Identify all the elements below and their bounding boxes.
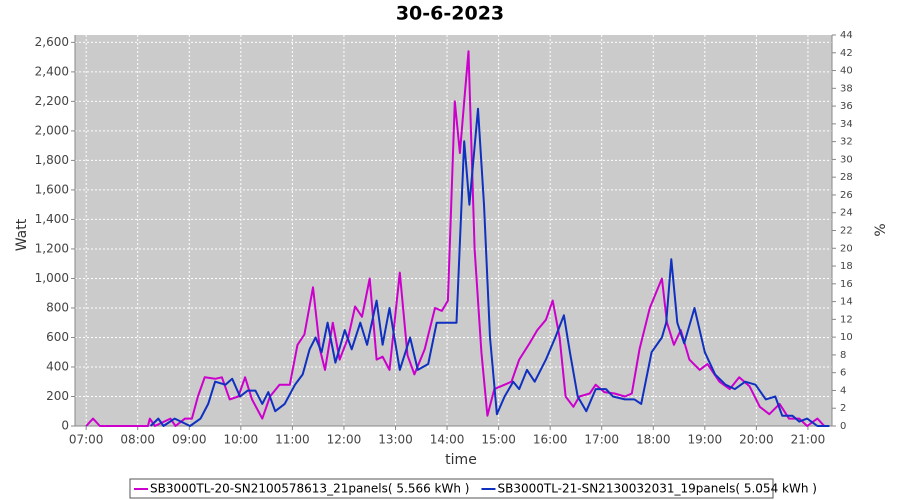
y2-tick-label: 40 <box>840 66 853 77</box>
y-tick-label: 2,000 <box>35 123 69 137</box>
y-tick-label: 400 <box>46 359 69 373</box>
x-tick-label: 17:00 <box>584 433 619 447</box>
x-tick-label: 21:00 <box>791 433 826 447</box>
y2-tick-label: 8 <box>840 350 846 361</box>
x-tick-label: 18:00 <box>636 433 671 447</box>
y2-tick-label: 36 <box>840 101 853 112</box>
plot-area <box>75 35 832 426</box>
y-tick-label: 200 <box>46 389 69 403</box>
x-tick-label: 13:00 <box>378 433 413 447</box>
y-tick-label: 2,400 <box>35 64 69 78</box>
y-tick-label: 800 <box>46 300 69 314</box>
y2-tick-label: 10 <box>840 332 853 343</box>
x-tick-label: 16:00 <box>533 433 568 447</box>
y2-tick-label: 30 <box>840 154 853 165</box>
y2-tick-label: 18 <box>840 261 853 272</box>
y2-tick-label: 4 <box>840 385 846 396</box>
y2-tick-label: 22 <box>840 226 853 237</box>
y2-tick-label: 12 <box>840 314 853 325</box>
y2-tick-label: 34 <box>840 119 853 130</box>
y-tick-label: 0 <box>61 419 69 433</box>
legend-label: SB3000TL-20-SN2100578613_21panels( 5.566… <box>150 482 469 496</box>
y-tick-label: 1,200 <box>35 241 69 255</box>
y2-tick-label: 14 <box>840 297 853 308</box>
x-tick-label: 11:00 <box>275 433 310 447</box>
y2-tick-label: 44 <box>840 30 853 41</box>
y-tick-label: 1,400 <box>35 212 69 226</box>
x-axis-title: time <box>445 452 477 468</box>
x-tick-label: 15:00 <box>481 433 516 447</box>
legend-label: SB3000TL-21-SN2130032031_19panels( 5.054… <box>497 482 816 496</box>
y-tick-label: 2,600 <box>35 35 69 49</box>
x-tick-label: 19:00 <box>688 433 723 447</box>
y2-tick-label: 2 <box>840 403 846 414</box>
x-tick-label: 14:00 <box>430 433 465 447</box>
y2-tick-label: 42 <box>840 48 853 59</box>
legend-box <box>129 478 774 499</box>
y2-tick-label: 20 <box>840 243 853 254</box>
y-tick-label: 1,600 <box>35 182 69 196</box>
y-tick-label: 1,000 <box>35 271 69 285</box>
x-tick-label: 09:00 <box>172 433 207 447</box>
y-tick-label: 2,200 <box>35 94 69 108</box>
chart-title: 30-6-2023 <box>396 3 504 25</box>
x-tick-label: 08:00 <box>120 433 155 447</box>
x-tick-label: 12:00 <box>327 433 362 447</box>
y-axis-title: Watt <box>14 218 30 251</box>
y2-axis-title: % <box>873 223 889 236</box>
y2-tick-label: 6 <box>840 368 846 379</box>
y2-tick-label: 32 <box>840 137 853 148</box>
y2-tick-label: 28 <box>840 172 853 183</box>
y2-tick-label: 26 <box>840 190 853 201</box>
x-tick-label: 07:00 <box>69 433 104 447</box>
y2-tick-label: 16 <box>840 279 853 290</box>
x-tick-label: 10:00 <box>224 433 259 447</box>
y-tick-label: 600 <box>46 330 69 344</box>
x-tick-label: 20:00 <box>739 433 774 447</box>
y2-tick-label: 24 <box>840 208 853 219</box>
y2-tick-label: 0 <box>840 421 846 432</box>
series-line <box>149 107 830 427</box>
y2-tick-label: 38 <box>840 83 853 94</box>
y-tick-label: 1,800 <box>35 153 69 167</box>
